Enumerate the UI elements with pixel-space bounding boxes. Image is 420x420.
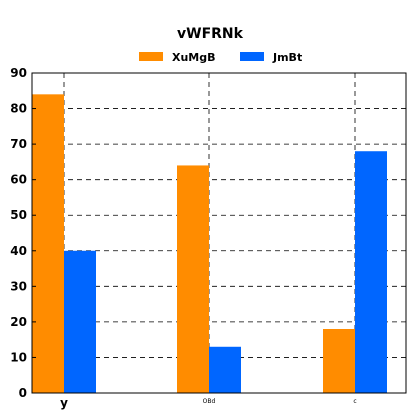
bars [32, 94, 387, 393]
y-tick-label: 70 [10, 137, 27, 151]
y-tick-label: 40 [10, 244, 27, 258]
y-tick-label: 0 [19, 386, 27, 400]
bar-JmBt-y [64, 251, 96, 393]
x-tick-label: y [60, 396, 68, 410]
y-tick-label: 90 [10, 66, 27, 80]
y-tick-label: 80 [10, 102, 27, 116]
bar-JmBt-OBd [209, 347, 241, 393]
chart-title: vWFRNk [177, 26, 244, 42]
bar-XuMgB-c [323, 329, 355, 393]
legend: XuMgB JmBt [139, 51, 302, 64]
legend-label-XuMgB: XuMgB [172, 51, 216, 64]
legend-swatch-JmBt [240, 52, 264, 61]
y-tick-label: 10 [10, 350, 27, 364]
legend-label-JmBt: JmBt [272, 51, 302, 64]
y-tick-label: 30 [10, 279, 27, 293]
x-tick-label: OBd [203, 398, 216, 405]
legend-swatch-XuMgB [139, 52, 163, 61]
x-axis-ticks: y OBd c [60, 396, 357, 410]
bar-JmBt-c [355, 151, 387, 393]
bar-XuMgB-y [32, 94, 64, 393]
y-tick-label: 20 [10, 315, 27, 329]
y-tick-label: 50 [10, 208, 27, 222]
x-tick-label: c [353, 398, 356, 405]
y-tick-label: 60 [10, 173, 27, 187]
bar-XuMgB-OBd [177, 165, 209, 393]
